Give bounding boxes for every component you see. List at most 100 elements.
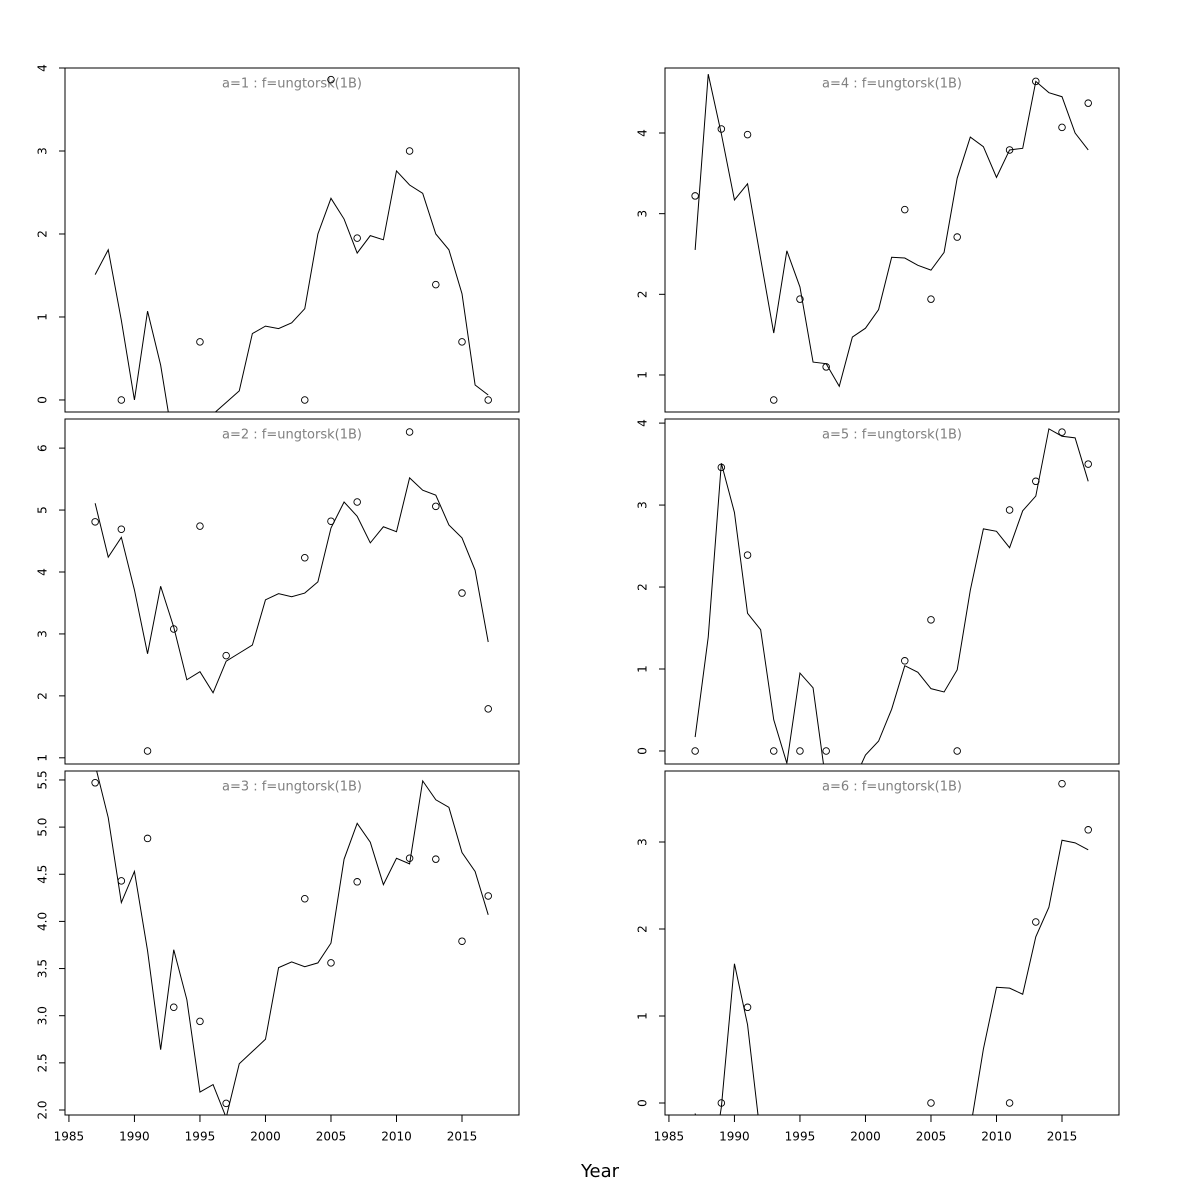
observed-point — [822, 363, 830, 371]
observed-point — [196, 338, 204, 346]
x-tick-label: 1990 — [119, 1130, 150, 1144]
observed-point — [770, 396, 778, 404]
panel: a=5 : f=ungtorsk(1B) 0 1 2 3 4 — [636, 418, 1120, 765]
observed-point — [117, 525, 126, 534]
x-tick-label: 2005 — [916, 1130, 947, 1144]
observed-point — [432, 280, 440, 289]
observed-point — [1084, 99, 1092, 107]
y-tick-label: 2 — [636, 291, 650, 299]
observed-point — [1032, 477, 1040, 486]
observed-point — [327, 517, 335, 525]
observed-point — [691, 192, 699, 200]
y-tick-label: 6 — [36, 444, 50, 452]
observed-point — [91, 518, 99, 526]
observed-point — [405, 428, 414, 436]
y-tick-label: 4 — [636, 129, 650, 137]
y-tick-label: 5 — [36, 506, 50, 514]
observed-point — [1058, 428, 1066, 436]
fit-line — [694, 74, 1089, 388]
observed-point — [143, 834, 152, 843]
fit-line — [94, 476, 489, 694]
plot-frame — [664, 418, 1120, 765]
observed-point — [143, 747, 152, 755]
plot-frame — [64, 418, 520, 765]
observed-point — [1005, 1099, 1014, 1107]
x-axis-label: Year — [580, 1161, 620, 1182]
y-tick-label: 4 — [36, 64, 50, 72]
y-tick-label: 4 — [636, 419, 650, 427]
observed-point — [1032, 77, 1040, 86]
x-tick-label: 2015 — [1047, 1130, 1078, 1144]
y-tick-label: 3 — [36, 147, 50, 155]
observed-point — [953, 747, 961, 755]
observed-point — [1005, 506, 1014, 514]
y-tick-label: 5.0 — [36, 818, 50, 837]
y-tick-label: 4.5 — [36, 865, 50, 884]
x-tick-label: 1985 — [54, 1130, 85, 1144]
y-tick-label: 0 — [636, 1099, 650, 1107]
observed-point — [1005, 146, 1014, 154]
fit-line — [694, 428, 1089, 764]
plot-frame — [664, 770, 1120, 1116]
fit-line — [694, 839, 1089, 1115]
panel-title: a=2 : f=ungtorsk(1B) — [222, 428, 362, 443]
x-tick-label: 2015 — [447, 1130, 478, 1144]
observed-point — [901, 205, 909, 214]
y-tick-label: 1 — [636, 371, 650, 379]
panel: a=2 : f=ungtorsk(1B) 1 2 3 4 5 6 — [36, 418, 520, 765]
y-tick-label: 3 — [636, 210, 650, 218]
y-tick-label: 2 — [636, 925, 650, 933]
x-tick-label: 2005 — [316, 1130, 347, 1144]
observed-point — [170, 1003, 178, 1011]
observed-point — [405, 147, 414, 155]
y-tick-label: 2.0 — [36, 1100, 50, 1119]
observed-point — [301, 553, 309, 562]
y-tick-label: 0 — [636, 747, 650, 755]
plot-area — [694, 839, 1089, 1115]
plot-area — [694, 428, 1089, 764]
observed-point — [301, 396, 309, 404]
y-tick-label: 1 — [36, 754, 50, 762]
observed-point — [353, 878, 361, 886]
y-tick-label: 3 — [636, 838, 650, 846]
observed-point — [170, 625, 178, 633]
plot-area — [96, 771, 489, 1115]
observed-point — [1084, 826, 1092, 834]
observed-point — [196, 1017, 204, 1026]
y-tick-label: 2 — [636, 583, 650, 591]
observed-point — [327, 959, 335, 967]
plot-area — [94, 476, 489, 694]
observed-point — [1058, 779, 1066, 788]
observed-point — [1058, 123, 1066, 132]
observed-point — [484, 705, 492, 713]
x-tick-label: 2010 — [381, 1130, 412, 1144]
panel-title: a=3 : f=ungtorsk(1B) — [222, 780, 362, 795]
observed-point — [484, 396, 492, 404]
y-tick-label: 3 — [636, 501, 650, 509]
fit-line — [96, 771, 489, 1115]
observed-point — [691, 747, 699, 755]
panel: a=1 : f=ungtorsk(1B) 0 1 2 3 4 — [36, 64, 520, 413]
observed-point — [432, 502, 440, 511]
observed-point — [484, 892, 492, 900]
observed-point — [458, 937, 466, 945]
observed-point — [458, 338, 466, 346]
x-tick-label: 1995 — [185, 1130, 216, 1144]
observed-point — [301, 895, 309, 903]
y-tick-label: 3.0 — [36, 1006, 50, 1025]
y-tick-label: 2 — [36, 692, 50, 700]
plot-frame — [664, 67, 1120, 413]
observed-point — [222, 651, 230, 660]
y-tick-label: 0 — [36, 396, 50, 404]
panel: a=4 : f=ungtorsk(1B) 1 2 3 4 — [636, 67, 1120, 413]
plot-frame — [64, 770, 520, 1116]
y-tick-label: 1 — [36, 313, 50, 321]
fit-line — [94, 169, 489, 412]
panel-title: a=6 : f=ungtorsk(1B) — [822, 780, 962, 795]
observed-point — [901, 657, 909, 665]
observed-point — [458, 589, 466, 597]
observed-point — [927, 616, 935, 624]
panel-title: a=1 : f=ungtorsk(1B) — [222, 77, 362, 92]
panel: a=6 : f=ungtorsk(1B) 0 1 2 3 1985 1990 1995 2000… — [636, 770, 1120, 1144]
